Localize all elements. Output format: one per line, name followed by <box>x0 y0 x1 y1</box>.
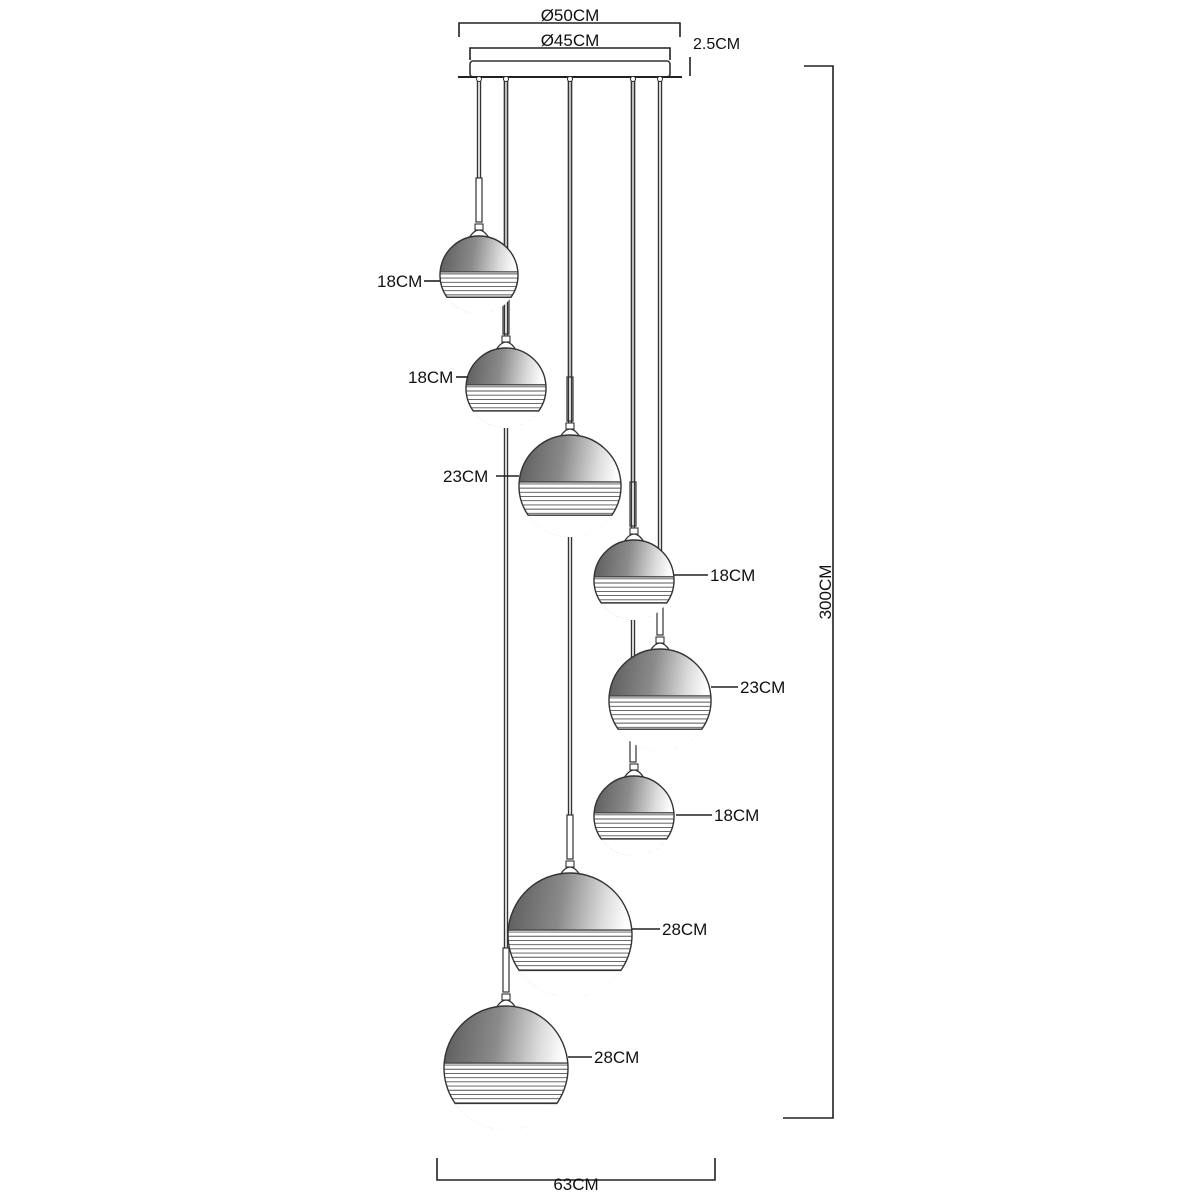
total-width-dimension: 63CM <box>436 1158 716 1194</box>
shade-8 <box>443 993 569 1130</box>
shade-5 <box>608 636 712 751</box>
shade-8-size-label: 28CM <box>594 1048 639 1067</box>
shade-6 <box>593 763 675 856</box>
shade-6-size-label: 18CM <box>714 806 759 825</box>
canopy-outer-dimension-line <box>458 22 681 37</box>
shade-3-dimension: 23CM <box>443 467 519 486</box>
shade-2-size-label: 18CM <box>408 368 453 387</box>
cord-1 <box>475 76 483 223</box>
canopy-inner-diameter-label: Ø45CM <box>541 31 600 50</box>
canopy-height-label: 2.5CM <box>693 36 740 53</box>
shade-1-dimension: 18CM <box>377 272 440 291</box>
ceiling-canopy <box>458 60 682 78</box>
total-height-dimension-line <box>783 65 834 1119</box>
suspension-cords <box>475 76 664 993</box>
shade-4-dimension: 18CM <box>674 566 755 585</box>
canopy-outer-diameter-label: Ø50CM <box>541 6 600 25</box>
shade-7-size-label: 28CM <box>662 920 707 939</box>
cord-8 <box>502 76 510 993</box>
canopy-dimensions: Ø50CM Ø45CM 2.5CM <box>458 6 740 76</box>
total-height-label: 300CM <box>816 565 835 620</box>
shade-2-dimension: 18CM <box>408 368 468 387</box>
shade-4-size-label: 18CM <box>710 566 755 585</box>
total-width-label: 63CM <box>553 1175 598 1194</box>
shade-5-dimension: 23CM <box>711 678 785 697</box>
shade-1-size-label: 18CM <box>377 272 422 291</box>
shade-3-size-label: 23CM <box>443 467 488 486</box>
cord-5 <box>656 76 664 636</box>
shade-3 <box>518 422 622 538</box>
canopy-inner-dimension-line <box>469 47 671 60</box>
shade-size-labels: 18CM 18CM 23CM 18CM 23CM 18CM 28CM 28CM <box>377 272 785 1067</box>
glass-shades <box>439 223 712 1130</box>
shade-6-dimension: 18CM <box>676 806 759 825</box>
shade-2 <box>465 335 547 428</box>
total-height-dimension: 300CM <box>783 65 835 1119</box>
shade-8-dimension: 28CM <box>568 1048 639 1067</box>
shade-7-dimension: 28CM <box>632 920 707 939</box>
total-width-dimension-line <box>436 1158 716 1181</box>
shade-5-size-label: 23CM <box>740 678 785 697</box>
